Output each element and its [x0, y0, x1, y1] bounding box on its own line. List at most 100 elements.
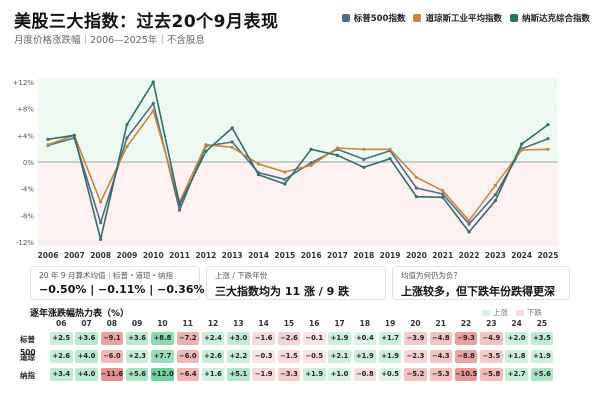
summary-cards: 20 年 9 月算术均值｜标普・道琼・纳指 −0.50% | −0.11% | … — [30, 266, 570, 300]
x-tick-label: 2022 — [459, 251, 480, 260]
x-tick-label: 2020 — [406, 251, 427, 260]
series-line-1 — [47, 109, 549, 222]
heatmap-cell: −9.1 — [100, 332, 124, 345]
x-tick-label: 2010 — [143, 251, 164, 260]
y-tick-label: -8% — [20, 212, 34, 220]
legend-item-sp500: 标普500指数 — [341, 12, 405, 24]
y-tick-label: 0% — [23, 159, 34, 167]
x-tick-label: 2017 — [327, 251, 348, 260]
data-point — [362, 165, 366, 169]
data-point — [493, 199, 497, 203]
legend-swatch-sp500 — [341, 14, 350, 22]
data-point — [493, 183, 497, 187]
data-point — [230, 140, 234, 144]
heatmap-cell: +7.7 — [151, 350, 174, 363]
heatmap-cell: −8.8 — [454, 350, 478, 363]
heatmap-year-header: 18 — [359, 319, 371, 328]
legend-item-dow: 道琼斯工业平均指数 — [413, 12, 502, 24]
data-point — [204, 143, 208, 147]
summary-card-mean: 20 年 9 月算术均值｜标普・道琼・纳指 −0.50% | −0.11% | … — [30, 266, 205, 300]
heatmap-swatch-down — [516, 309, 524, 316]
heatmap-cell: −7.2 — [176, 332, 199, 345]
x-tick-label: 2025 — [538, 251, 559, 260]
data-point — [256, 173, 261, 177]
heatmap-year-header: 23 — [486, 319, 497, 328]
card-value-mean: −0.50% | −0.11% | −0.36% — [39, 283, 205, 296]
data-point — [414, 195, 419, 199]
heatmap-cell: −0.3 — [252, 350, 275, 363]
heatmap-cell: +1.9 — [530, 350, 554, 363]
data-point — [283, 177, 287, 181]
heatmap-cell: +2.6 — [50, 350, 73, 363]
card-value-why: 上涨较多，但下跌年份跌得更深 — [401, 285, 555, 298]
heatmap-year-header: 19 — [384, 319, 396, 328]
heatmap-cell: +3.5 — [530, 332, 554, 345]
heatmap-row-label: 标普500 — [20, 335, 36, 357]
data-point — [309, 161, 313, 165]
data-point — [151, 101, 155, 105]
heatmap-year-header: 14 — [258, 319, 269, 328]
data-point — [441, 192, 445, 196]
heatmap-cell: −1.9 — [252, 368, 275, 381]
data-point — [46, 143, 50, 147]
heatmap-year-header: 13 — [233, 319, 244, 328]
heatmap-legend-up: 上涨 — [482, 307, 508, 318]
data-point — [388, 157, 392, 161]
heatmap-cell: +2.5 — [50, 332, 73, 345]
heatmap-cell: −2.3 — [404, 350, 427, 363]
x-tick-label: 2021 — [432, 251, 453, 260]
heatmap-cell: +2.3 — [125, 350, 149, 363]
heatmap-cell: +2.1 — [328, 350, 351, 363]
positive-band — [38, 78, 558, 162]
heatmap-swatch-up — [482, 309, 490, 316]
data-point — [467, 222, 471, 226]
y-tick-label: +12% — [13, 79, 35, 87]
data-point — [335, 146, 340, 150]
x-tick-label: 2014 — [248, 251, 269, 260]
legend: 标普500指数 道琼斯工业平均指数 纳斯达克综合指数 — [341, 12, 590, 24]
card-label-why: 均值为何仍为负？ — [401, 271, 461, 280]
heatmap-year-header: 06 — [56, 319, 67, 328]
data-point — [520, 142, 524, 146]
heatmap-year-header: 21 — [435, 319, 446, 328]
card-label-updown: 上涨 / 下跌年份 — [215, 271, 268, 280]
data-point — [230, 145, 234, 149]
data-point — [151, 109, 155, 113]
heatmap-cell: +8.8 — [151, 332, 174, 345]
heatmap-cell: −6.0 — [100, 350, 124, 363]
heatmap-cell: +3.4 — [50, 368, 73, 381]
legend-swatch-nasdaq — [509, 14, 518, 22]
heatmap-cell: +5.6 — [125, 368, 149, 381]
heatmap-year-header: 10 — [157, 319, 168, 328]
heatmap-cell: −5.2 — [404, 368, 427, 381]
data-point — [546, 123, 550, 127]
data-point — [414, 186, 419, 190]
heatmap-year-header: 25 — [536, 319, 548, 328]
summary-card-why: 均值为何仍为负？ 上涨较多，但下跌年份跌得更深 — [392, 266, 570, 300]
x-tick-label: 2007 — [64, 251, 85, 260]
line-chart: +12% +8% +4% 0% -4% -8% -12% 2006 2007 2008 2009 20… — [13, 78, 559, 260]
heatmap-cell: +4.0 — [75, 350, 98, 363]
heatmap-legend-down: 下跌 — [516, 307, 542, 318]
heatmap-year-header: 17 — [334, 319, 345, 328]
legend-swatch-dow — [413, 14, 422, 22]
card-label-mean: 20 年 9 月算术均值｜标普・道琼・纳指 — [39, 271, 173, 280]
heatmap-year-header: 15 — [283, 319, 295, 328]
heatmap-cell: −3.5 — [480, 350, 503, 363]
heatmap-cell: −6.0 — [176, 350, 199, 363]
x-tick-label: 2018 — [353, 251, 374, 260]
data-point — [335, 153, 340, 157]
heatmap-cell: +3.0 — [227, 332, 250, 345]
data-point — [493, 193, 497, 197]
heatmap-cell: −9.3 — [454, 332, 478, 345]
data-point — [546, 147, 550, 151]
heatmap-cell: +1.6 — [201, 368, 225, 381]
legend-item-nasdaq: 纳斯达克综合指数 — [509, 12, 590, 24]
heatmap-cell: −4.8 — [429, 332, 452, 345]
data-point — [72, 133, 76, 137]
data-point — [230, 126, 234, 130]
heatmap-cell: −11.6 — [100, 368, 124, 381]
heatmap-cell: +12.0 — [151, 368, 174, 381]
y-tick-label: -12% — [16, 239, 34, 247]
data-point — [204, 149, 208, 153]
